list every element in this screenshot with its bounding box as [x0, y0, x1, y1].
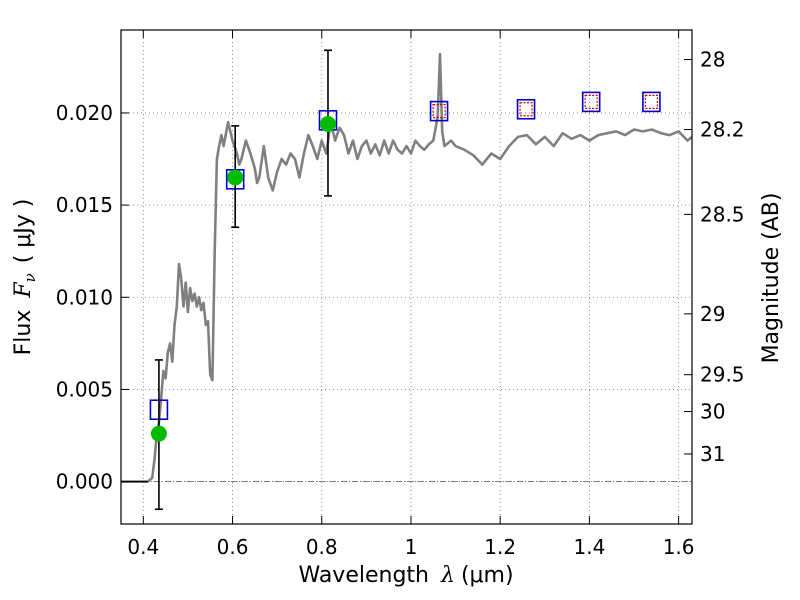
y-tick-label: 0.005 — [56, 377, 113, 401]
x-tick-label: 0.6 — [217, 535, 249, 559]
magnitude-tick-label: 29.5 — [700, 363, 745, 387]
y-axis-label: Flux Fν ( μJy ) — [11, 199, 39, 356]
x-tick-label: 1.6 — [663, 535, 695, 559]
y-axis-label-symbol: F — [11, 282, 36, 299]
magnitude-axis-label: Magnitude (AB) — [759, 193, 784, 364]
model-photometry-point — [581, 91, 601, 113]
magnitude-tick-label: 28.5 — [700, 202, 745, 226]
model-photometry-point — [642, 91, 661, 113]
y-tick-label: 0.020 — [56, 101, 113, 125]
x-tick-label: 1.2 — [484, 535, 516, 559]
x-axis-label-unit: (μm) — [461, 563, 514, 588]
y-tick-label: 0.010 — [56, 285, 113, 309]
y-tick-labels: 0.000 0.005 0.010 0.015 0.020 — [56, 101, 113, 494]
x-tick-label: 0.4 — [127, 535, 159, 559]
magnitude-tick-label: 28 — [700, 47, 725, 71]
x-tick-labels: 0.4 0.6 0.8 1 1.2 1.4 1.6 — [127, 535, 694, 559]
axis-ticks — [121, 30, 692, 524]
magnitude-tick-label: 28.2 — [700, 118, 745, 142]
observed-point — [227, 169, 244, 186]
y-tick-label: 0.015 — [56, 193, 113, 217]
magnitude-tick-label: 31 — [700, 442, 725, 466]
x-axis-label-symbol: λ — [440, 563, 455, 588]
upper-limit-point — [644, 94, 659, 109]
x-tick-label: 1.4 — [573, 535, 605, 559]
y-axis-label-unit: ( μJy ) — [11, 199, 36, 264]
magnitude-tick-labels: 28 28.2 28.5 29 29.5 30 31 — [700, 47, 745, 465]
y-axis-label-text: Flux — [11, 310, 36, 356]
x-axis-label-text: Wavelength — [298, 563, 429, 588]
grid-lines — [121, 30, 692, 524]
x-tick-label: 0.8 — [306, 535, 338, 559]
x-tick-label: 1 — [405, 535, 418, 559]
plot-frame — [120, 29, 693, 525]
model-photometry-point — [429, 100, 449, 122]
y-tick-label: 0.000 — [56, 470, 113, 494]
y-axis-label-subscript: ν — [21, 273, 39, 282]
x-axis-label: Wavelength λ (μm) — [298, 563, 513, 588]
upper-limit-point — [519, 102, 533, 117]
upper-limit-point — [584, 94, 598, 109]
plot-area — [121, 49, 693, 511]
magnitude-tick-label: 30 — [700, 400, 725, 424]
magnitude-tick-label: 29 — [700, 302, 725, 326]
model-photometry-point — [516, 98, 536, 120]
observed-point — [319, 116, 336, 133]
observed-point — [150, 425, 167, 442]
upper-limit-point — [432, 104, 446, 119]
sed-curve — [121, 52, 693, 483]
